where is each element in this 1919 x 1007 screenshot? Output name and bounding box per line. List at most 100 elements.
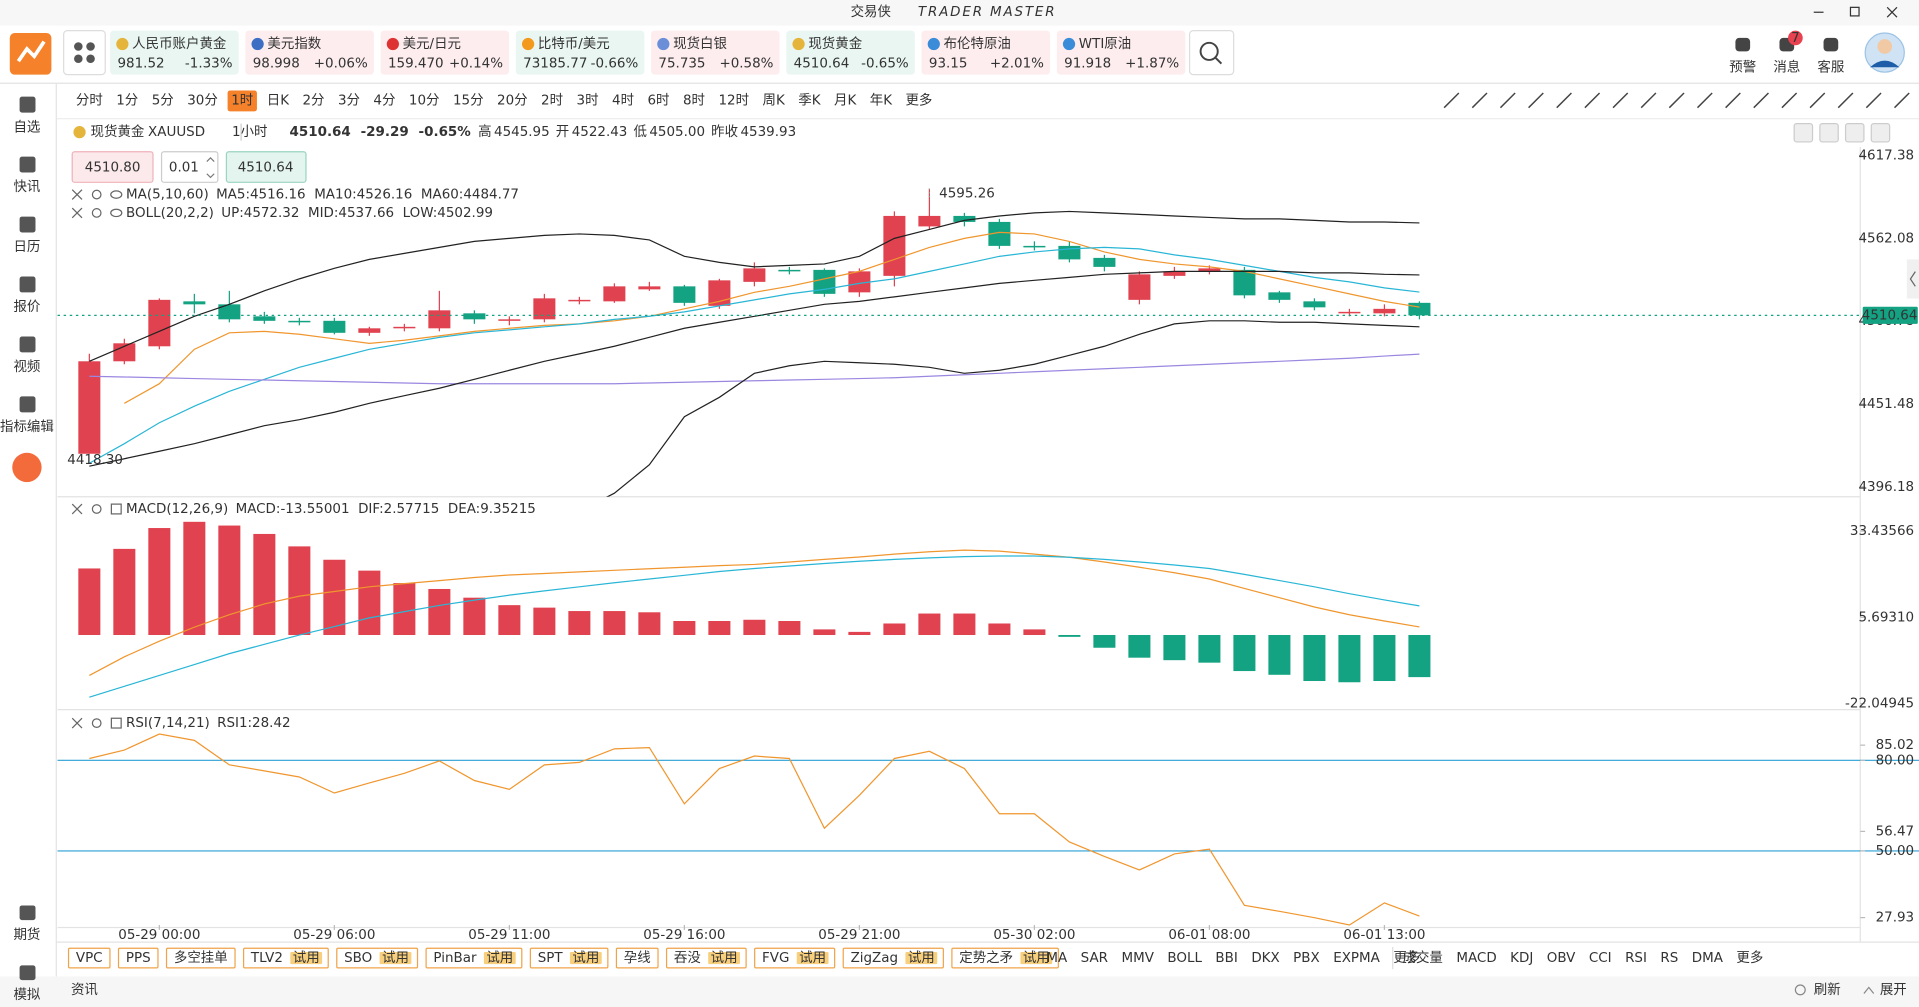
sidebar-icon[interactable] — [19, 336, 36, 353]
drawing-tool[interactable] — [1640, 92, 1657, 109]
footer-refresh[interactable]: 刷新 — [1814, 982, 1841, 998]
indicator-tag[interactable]: 孕线 — [624, 950, 651, 966]
drawing-tool[interactable] — [1471, 92, 1488, 109]
timeframe[interactable]: 年K — [870, 92, 893, 108]
drawing-tool[interactable] — [1668, 92, 1685, 109]
timeframe[interactable]: 5分 — [152, 92, 174, 108]
settings-icon[interactable] — [91, 208, 102, 218]
timeframe[interactable]: 更多 — [905, 91, 932, 108]
timeframe[interactable]: 周K — [763, 93, 786, 108]
expand-icon[interactable] — [110, 503, 122, 515]
indicator-tag[interactable]: FVG — [762, 951, 789, 966]
indicator-tag[interactable]: PinBar — [433, 951, 477, 966]
sub-indicator[interactable]: 更多 — [1736, 949, 1763, 966]
expand-icon[interactable] — [110, 717, 122, 729]
drawing-tool[interactable] — [1781, 92, 1798, 109]
indicator-tag[interactable]: SBO — [344, 951, 372, 966]
indicator-tag[interactable]: TLV2 — [250, 951, 283, 966]
chart-tool[interactable] — [1870, 122, 1891, 143]
footer-expand[interactable]: 展开 — [1880, 983, 1907, 998]
sub-indicator[interactable]: 成交量 — [1403, 949, 1443, 966]
ticker-card[interactable] — [1056, 30, 1186, 75]
timeframe[interactable]: 3分 — [338, 92, 360, 108]
close-icon[interactable] — [71, 207, 83, 219]
main-indicator[interactable]: MA — [1046, 951, 1068, 966]
footer-news[interactable]: 资讯 — [71, 982, 98, 998]
main-indicator[interactable]: DKX — [1251, 951, 1279, 966]
timeframe[interactable]: 12时 — [718, 92, 749, 108]
timeframe[interactable]: 2分 — [302, 92, 324, 108]
sub-indicator[interactable]: RS — [1660, 951, 1678, 966]
main-indicator[interactable]: SAR — [1081, 951, 1108, 966]
sidebar-icon[interactable] — [19, 276, 36, 293]
collapse-tab[interactable] — [1906, 259, 1919, 299]
chart-tool[interactable] — [1793, 122, 1814, 143]
sub-indicator[interactable]: DMA — [1692, 951, 1724, 966]
indicator-tag[interactable]: PPS — [126, 951, 151, 966]
visibility-icon[interactable] — [110, 208, 123, 218]
drawing-tool[interactable] — [1725, 92, 1741, 109]
drawing-tool[interactable] — [1612, 92, 1629, 109]
drawing-tool[interactable] — [1809, 92, 1826, 109]
timeframe[interactable]: 8时 — [683, 92, 705, 108]
indicator-tag[interactable]: ZigZag — [851, 951, 899, 966]
indicator-tag[interactable]: VPC — [76, 951, 103, 966]
timeframe[interactable]: 1时 — [231, 92, 253, 108]
qty-box[interactable] — [160, 151, 219, 183]
indicator-tag[interactable]: 多空挂单 — [174, 949, 228, 966]
timeframe[interactable]: 日K — [267, 93, 290, 108]
ticker-card[interactable] — [786, 30, 915, 75]
drawing-tool[interactable] — [1556, 92, 1572, 109]
timeframe[interactable]: 2时 — [541, 92, 563, 108]
header-icon[interactable] — [1823, 37, 1839, 52]
contest-icon[interactable] — [12, 452, 42, 483]
timeframe[interactable]: 4分 — [373, 92, 395, 108]
buy-box[interactable] — [225, 151, 307, 183]
drawing-tool[interactable] — [1499, 92, 1516, 109]
search-button[interactable] — [1188, 29, 1235, 76]
ticker-card[interactable] — [245, 30, 374, 75]
indicator-tag[interactable]: SPT — [538, 951, 564, 966]
sub-indicator[interactable]: KDJ — [1510, 951, 1533, 966]
sidebar-icon[interactable] — [19, 216, 36, 233]
timeframe[interactable]: 1分 — [116, 92, 138, 108]
sell-box[interactable] — [71, 151, 154, 183]
menu-button[interactable] — [63, 29, 106, 76]
main-indicator[interactable]: BBI — [1215, 951, 1237, 966]
timeframe[interactable]: 30分 — [187, 92, 218, 108]
settings-icon[interactable] — [91, 189, 102, 200]
close-icon[interactable] — [71, 717, 83, 729]
indicator-tag[interactable]: 定势之矛 — [959, 950, 1013, 966]
settings-icon[interactable] — [91, 718, 102, 729]
timeframe[interactable]: 4时 — [612, 92, 634, 108]
header-icon[interactable] — [1735, 37, 1751, 52]
timeframe[interactable]: 6时 — [647, 92, 669, 108]
drawing-tool[interactable] — [1865, 92, 1882, 109]
sub-indicator[interactable]: CCI — [1589, 951, 1612, 966]
main-indicator[interactable]: 更多 — [1393, 949, 1420, 966]
chart-tool[interactable] — [1844, 122, 1865, 143]
main-indicator[interactable]: PBX — [1293, 951, 1320, 966]
sidebar-icon[interactable] — [19, 905, 36, 921]
main-indicator[interactable]: MMV — [1121, 951, 1154, 966]
ticker-card[interactable] — [651, 30, 780, 75]
ticker-card[interactable] — [515, 30, 645, 75]
sidebar-icon[interactable] — [19, 96, 36, 113]
drawing-tool[interactable] — [1753, 92, 1769, 109]
close-icon[interactable] — [71, 503, 83, 515]
timeframe[interactable]: 20分 — [497, 92, 528, 108]
sidebar-icon[interactable] — [19, 965, 36, 981]
main-indicator[interactable]: BOLL — [1167, 951, 1202, 966]
drawing-tool[interactable] — [1696, 92, 1713, 109]
sidebar-icon[interactable] — [19, 396, 36, 413]
sub-indicator[interactable]: OBV — [1547, 951, 1576, 966]
timeframe[interactable]: 季K — [798, 92, 821, 108]
sidebar-icon[interactable] — [19, 156, 36, 173]
settings-icon[interactable] — [91, 504, 102, 514]
ticker-card[interactable] — [921, 30, 1051, 75]
main-indicator[interactable]: EXPMA — [1333, 951, 1380, 966]
ticker-card[interactable] — [380, 30, 510, 75]
visibility-icon[interactable] — [110, 190, 123, 199]
timeframe[interactable]: 月K — [834, 93, 857, 108]
drawing-tool[interactable] — [1528, 92, 1544, 109]
